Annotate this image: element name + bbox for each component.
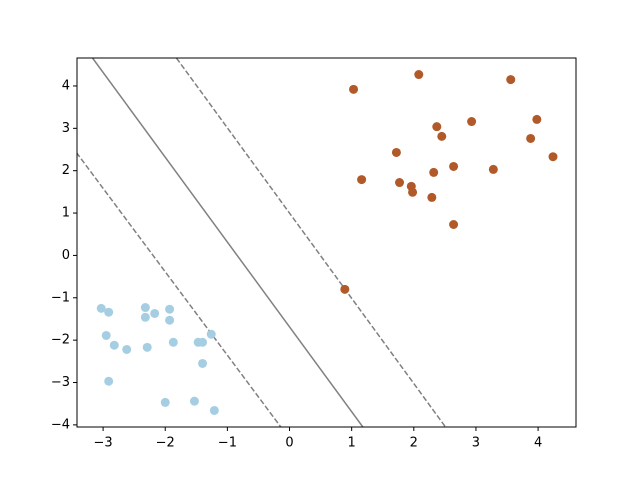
point (209, 405, 219, 415)
x-tick-label: −2 (156, 436, 175, 451)
point (206, 329, 216, 339)
point (449, 219, 459, 229)
point (160, 397, 170, 407)
y-tick-label: 2 (62, 163, 70, 178)
x-tick-label: 4 (534, 436, 542, 451)
point (109, 340, 119, 350)
point (488, 164, 498, 174)
x-tick-label: 3 (472, 436, 480, 451)
point (198, 337, 208, 347)
boundary-line (77, 152, 282, 427)
point (408, 187, 418, 197)
point (349, 84, 359, 94)
point (532, 114, 542, 124)
y-tick-label: −2 (51, 333, 70, 348)
point (104, 307, 114, 317)
point (449, 161, 459, 171)
plot-area (77, 58, 558, 427)
point (165, 315, 175, 325)
point (427, 192, 437, 202)
y-tick-label: −1 (51, 290, 70, 305)
y-tick-label: −3 (51, 375, 70, 390)
point (96, 303, 106, 313)
point (140, 312, 150, 322)
point (198, 358, 208, 368)
y-tick-label: 3 (62, 121, 70, 136)
x-tick-label: 2 (410, 436, 418, 451)
point (142, 342, 152, 352)
point (391, 147, 401, 157)
point (357, 175, 367, 185)
point (467, 117, 477, 127)
point (395, 178, 405, 188)
y-tick-label: 0 (62, 248, 70, 263)
boundary-line (91, 58, 364, 427)
y-tick-label: −4 (51, 417, 70, 432)
x-tick-label: −1 (218, 436, 237, 451)
point (526, 133, 536, 143)
point (165, 304, 175, 314)
point (506, 75, 516, 85)
point (150, 308, 160, 318)
boundary-line (175, 58, 447, 427)
point (104, 376, 114, 386)
point (340, 284, 350, 294)
x-tick-label: −3 (94, 436, 113, 451)
x-tick-label: 0 (285, 436, 293, 451)
y-tick-label: 4 (62, 78, 70, 93)
point (432, 122, 442, 132)
point (168, 337, 178, 347)
x-tick-label: 1 (348, 436, 356, 451)
axes-frame (76, 57, 577, 428)
y-tick-label: 1 (62, 206, 70, 221)
point (122, 344, 132, 354)
point (437, 131, 447, 141)
point (414, 70, 424, 80)
point (429, 167, 439, 177)
point (140, 303, 150, 313)
point (189, 396, 199, 406)
point (548, 152, 558, 162)
point (101, 330, 111, 340)
